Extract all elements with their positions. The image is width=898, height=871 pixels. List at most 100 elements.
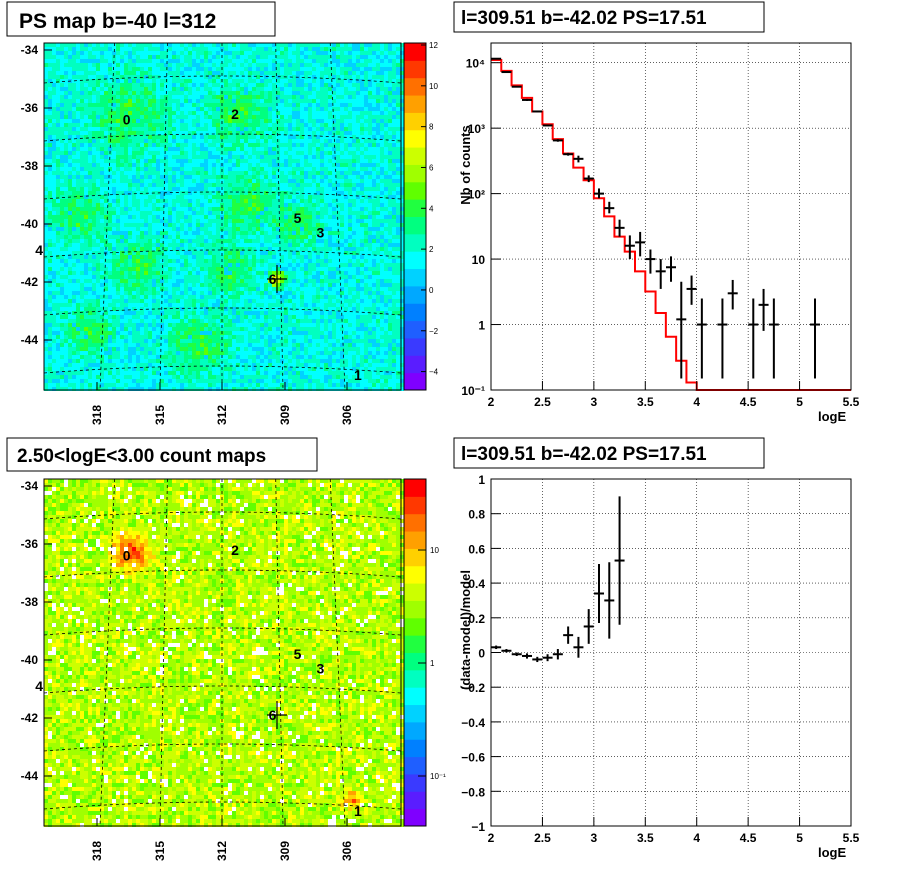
heatmap-cell [240,219,244,223]
heatmap-cell [384,187,388,191]
heatmap-cell [360,155,364,159]
heatmap-cell [388,95,392,99]
heatmap-cell [388,227,392,231]
heatmap-cell [288,43,292,47]
heatmap-cell [44,211,48,215]
heatmap-cell [228,207,232,211]
heatmap-cell [256,255,260,259]
heatmap-cell [176,223,180,227]
heatmap-cell [228,167,232,171]
heatmap-cell [272,103,276,107]
heatmap-cell [228,59,232,63]
heatmap-cell [320,239,324,243]
heatmap-cell [144,91,148,95]
heatmap-cell [212,91,216,95]
heatmap-cell [212,171,216,175]
heatmap-cell [288,139,292,143]
heatmap-cell [104,83,108,87]
heatmap-cell [332,211,336,215]
heatmap-cell [340,239,344,243]
heatmap-cell [148,183,152,187]
heatmap-cell [120,103,124,107]
heatmap-cell [216,155,220,159]
heatmap-cell [376,163,380,167]
heatmap-cell [72,203,76,207]
heatmap-cell [340,179,344,183]
heatmap-cell [256,223,260,227]
heatmap-cell [388,259,392,263]
heatmap-cell [272,131,276,135]
heatmap-cell [116,175,120,179]
heatmap-cell [76,191,80,195]
heatmap-cell [48,187,52,191]
heatmap-cell [124,235,128,239]
heatmap-cell [380,251,384,255]
heatmap-cell [336,151,340,155]
heatmap-cell [180,159,184,163]
heatmap-cell [68,199,72,203]
heatmap-cell [124,183,128,187]
heatmap-cell [92,47,96,51]
heatmap-cell [328,139,332,143]
heatmap-cell [384,191,388,195]
heatmap-cell [168,111,172,115]
heatmap-cell [312,111,316,115]
heatmap-cell [360,91,364,95]
heatmap-cell [184,51,188,55]
heatmap-cell [76,83,80,87]
heatmap-cell [80,195,84,199]
heatmap-cell [396,259,400,263]
heatmap-cell [392,79,396,83]
heatmap-cell [192,67,196,71]
heatmap-cell [328,55,332,59]
heatmap-cell [316,111,320,115]
heatmap-cell [288,115,292,119]
heatmap-cell [352,203,356,207]
heatmap-cell [248,219,252,223]
heatmap-cell [60,239,64,243]
heatmap-cell [348,199,352,203]
heatmap-cell [64,243,68,247]
heatmap-cell [52,127,56,131]
heatmap-cell [288,211,292,215]
heatmap-cell [180,71,184,75]
heatmap-cell [352,143,356,147]
heatmap-cell [176,207,180,211]
heatmap-cell [156,231,160,235]
heatmap-cell [196,263,200,267]
heatmap-cell [80,207,84,211]
heatmap-cell [380,63,384,67]
heatmap-cell [256,95,260,99]
heatmap-cell [344,227,348,231]
heatmap-cell [60,199,64,203]
heatmap-cell [108,67,112,71]
heatmap-cell [264,123,268,127]
heatmap-cell [284,223,288,227]
heatmap-cell [328,151,332,155]
heatmap-cell [44,203,48,207]
heatmap-cell [220,195,224,199]
heatmap-cell [196,167,200,171]
heatmap-cell [384,127,388,131]
heatmap-cell [204,191,208,195]
heatmap-cell [268,231,272,235]
heatmap-cell [292,67,296,71]
heatmap-cell [152,67,156,71]
heatmap-cell [112,227,116,231]
heatmap-cell [212,123,216,127]
heatmap-cell [164,259,168,263]
heatmap-cell [352,87,356,91]
heatmap-cell [68,139,72,143]
heatmap-cell [256,103,260,107]
heatmap-cell [352,75,356,79]
heatmap-cell [108,147,112,151]
heatmap-cell [176,227,180,231]
heatmap-cell [260,51,264,55]
heatmap-cell [236,239,240,243]
heatmap-cell [108,87,112,91]
heatmap-cell [128,47,132,51]
heatmap-cell [280,255,284,259]
heatmap-cell [48,135,52,139]
heatmap-cell [248,195,252,199]
heatmap-cell [304,119,308,123]
